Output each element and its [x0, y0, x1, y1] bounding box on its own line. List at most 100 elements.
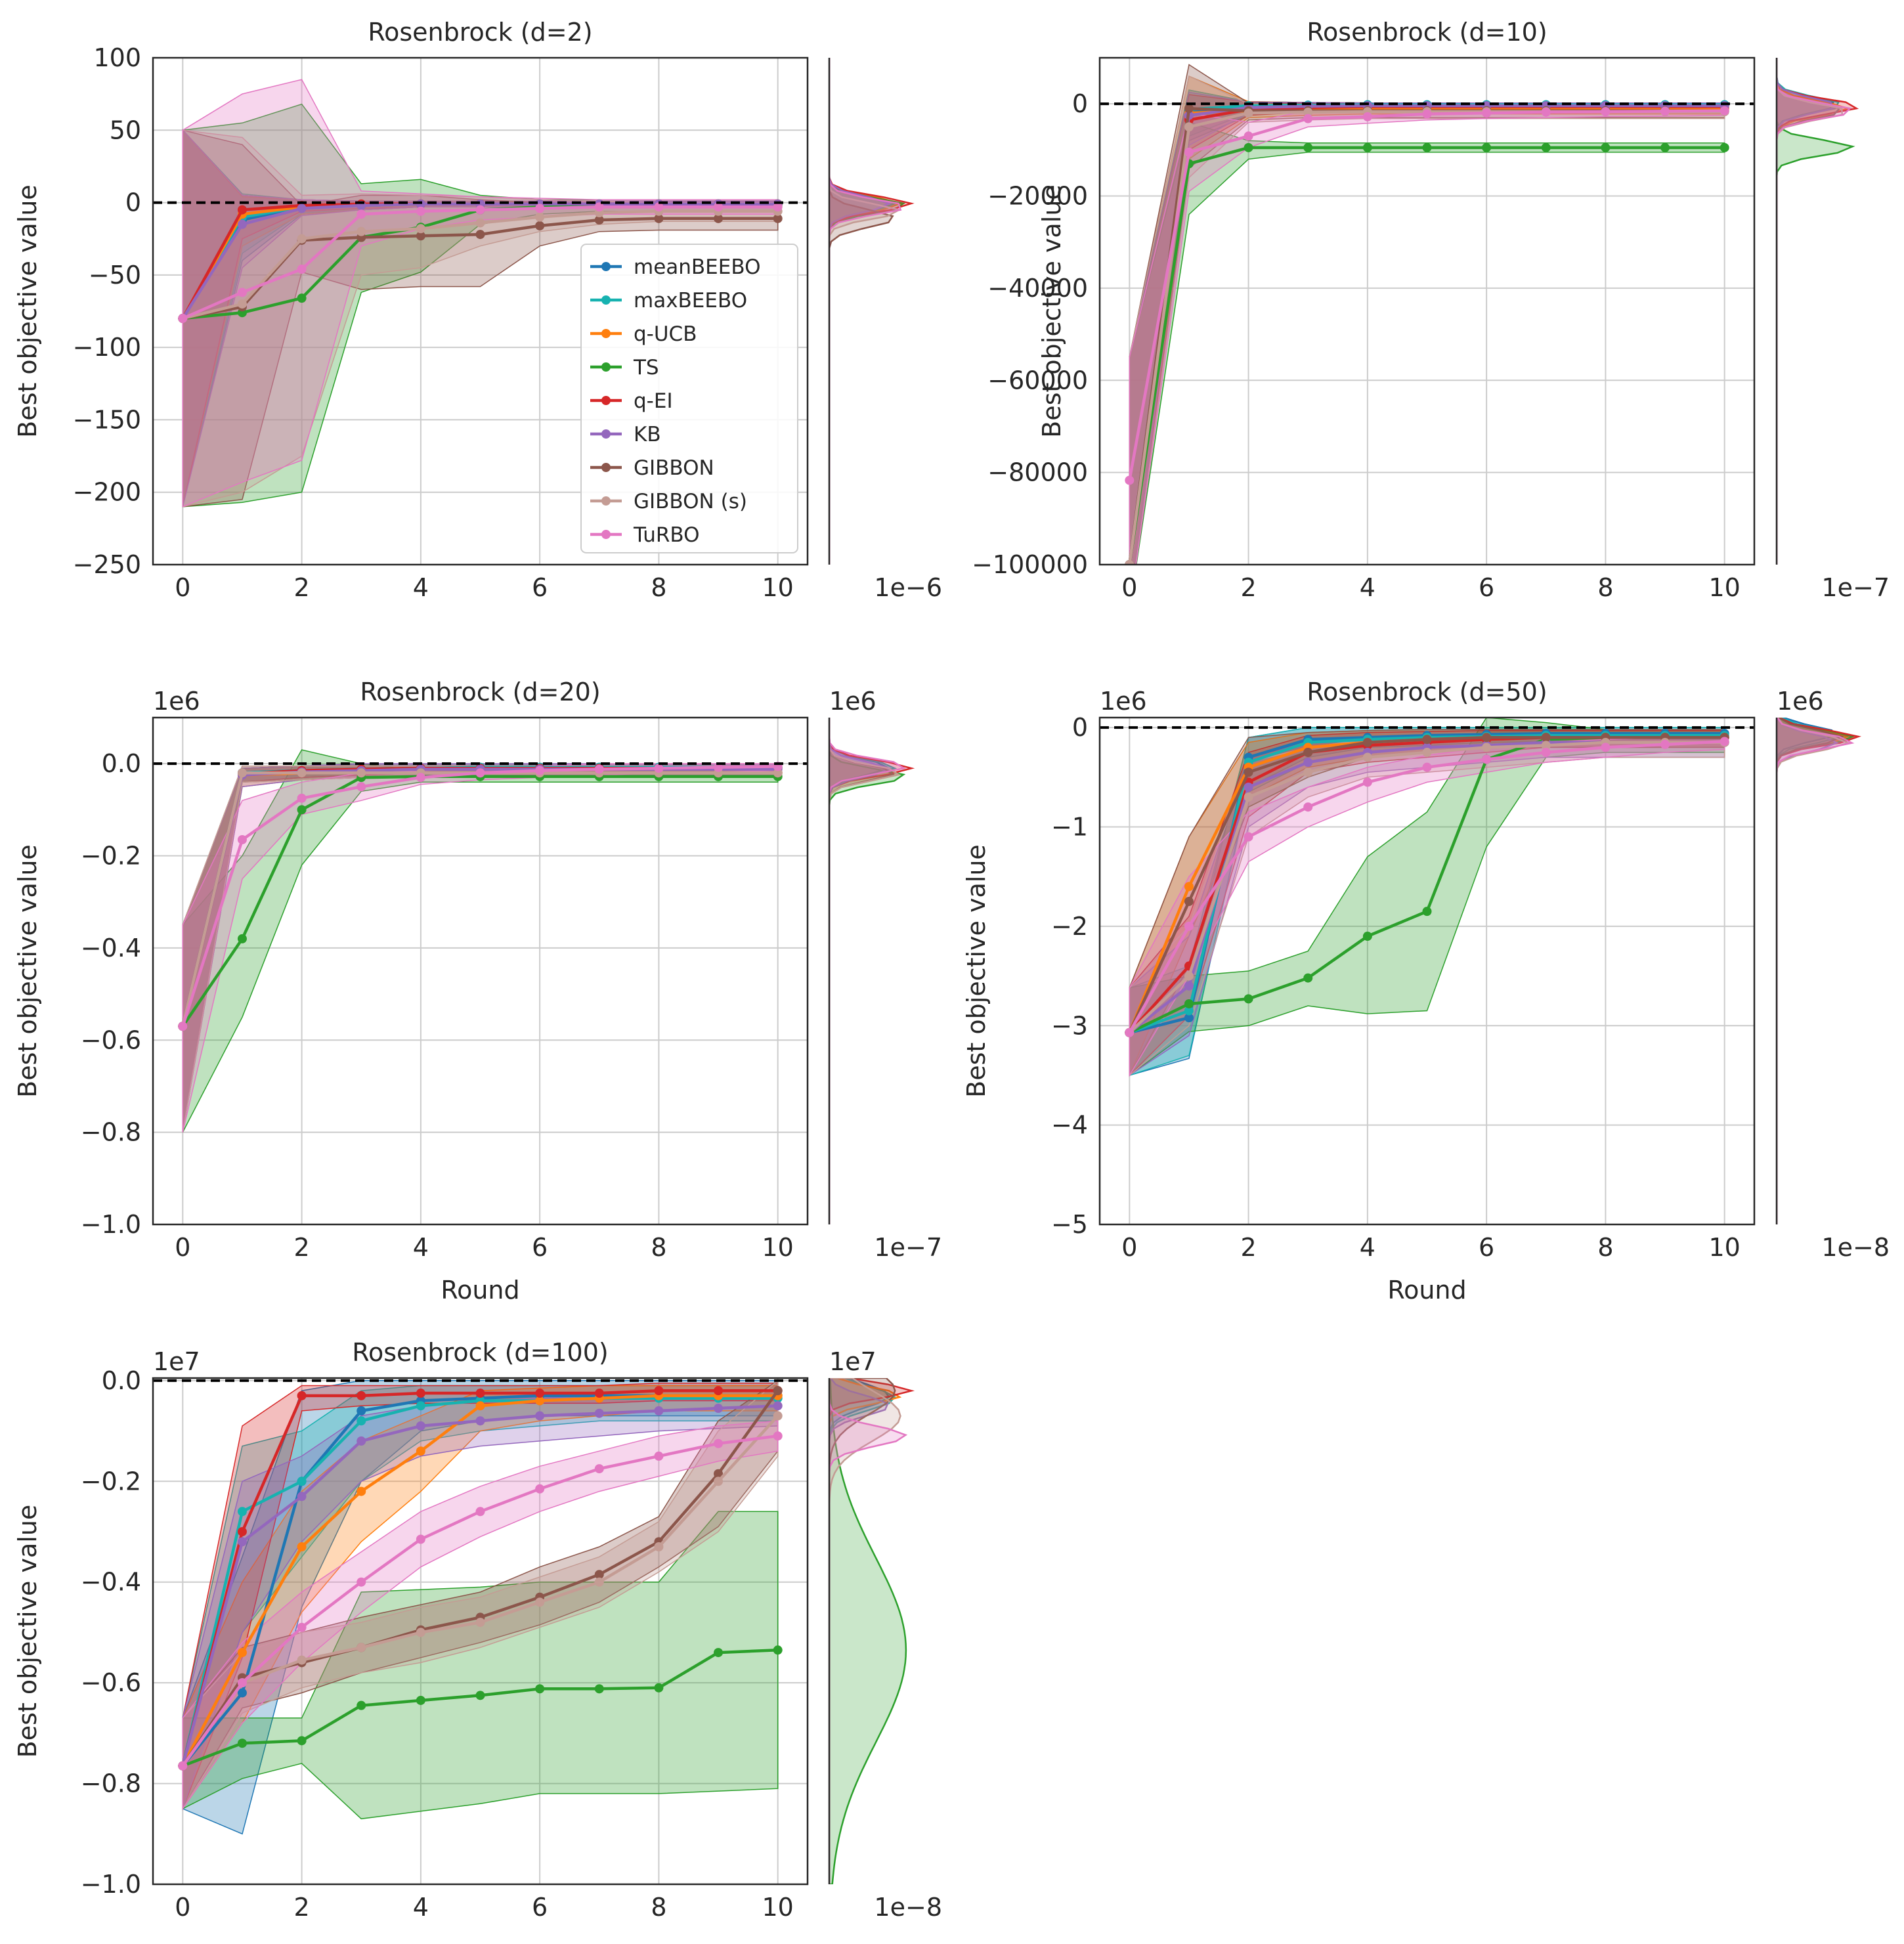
x-tick-label: 10 — [762, 573, 794, 602]
data-point-TuRBO — [357, 1577, 366, 1587]
data-point-TS — [1482, 142, 1492, 152]
data-point-TS — [237, 1739, 247, 1748]
legend-box — [580, 244, 798, 553]
y-tick-label: −40000 — [987, 274, 1088, 303]
chart-panel-4: 0 2 4 6 8 10 0.0 −0.2 −0.4 −0.6 −0.8 −1.0 Rosenbrock… — [13, 1338, 942, 1922]
x-axis-label: Round — [1387, 1276, 1466, 1305]
side-offset-bottom: 1e−8 — [1821, 1233, 1890, 1262]
data-point-TuRBO — [535, 1484, 545, 1494]
density-curve-TuRBO — [829, 718, 906, 1224]
chart-title: Rosenbrock (d=100) — [352, 1338, 608, 1367]
data-point-GIBBON — [773, 213, 783, 223]
legend-label: GIBBON (s) — [634, 490, 747, 513]
legend-swatch-marker — [601, 295, 611, 305]
side-distribution-panel: 1e−6 — [828, 58, 942, 602]
x-tick-label: 6 — [1479, 1233, 1494, 1262]
data-point-KB — [237, 219, 247, 229]
data-point-KB — [475, 1416, 485, 1426]
x-tick-label: 2 — [293, 573, 309, 602]
density-curve-meanBEEBO — [1777, 58, 1835, 565]
plot-area — [153, 1379, 808, 1835]
data-point-TS — [475, 1691, 485, 1700]
x-tick-label: 10 — [1709, 573, 1741, 602]
y-tick-label: −0.4 — [81, 1568, 141, 1597]
data-point-GIBBON — [1422, 735, 1432, 745]
chart-title: Rosenbrock (d=2) — [368, 18, 592, 47]
data-point-q-EI — [297, 1391, 307, 1400]
chart-panel-2: 0 2 4 6 8 10 0.0 −0.2 −0.4 −0.6 −0.8 −1.0 Rosenbrock… — [13, 678, 942, 1305]
data-point-TS — [237, 934, 247, 943]
data-point-GIBBON (s) — [357, 1643, 366, 1652]
data-point-maxBEEBO — [416, 1401, 425, 1411]
data-point-GIBBON — [654, 213, 664, 223]
data-point-TS — [1303, 973, 1313, 983]
data-point-GIBBON (s) — [475, 218, 485, 228]
density-curve-TuRBO — [829, 1378, 908, 1884]
data-point-GIBBON — [475, 230, 485, 240]
x-tick-label: 0 — [1121, 1233, 1137, 1262]
data-point-q-UCB — [237, 1648, 247, 1658]
data-point-GIBBON — [535, 221, 545, 230]
data-point-TS — [1660, 142, 1670, 152]
axes-frame — [1098, 716, 1756, 1226]
y-tick-label: −0.2 — [81, 1467, 141, 1496]
data-point-TuRBO — [1184, 921, 1194, 931]
y-tick-label: −200 — [73, 478, 141, 507]
data-point-q-EI — [654, 1386, 664, 1396]
data-point-TS — [1362, 932, 1372, 941]
data-point-q-EI — [535, 1389, 545, 1398]
legend-swatch-marker — [601, 362, 611, 372]
x-tick-label: 0 — [1121, 573, 1137, 602]
data-point-GIBBON — [1482, 733, 1492, 743]
legend-label: KB — [634, 423, 661, 446]
data-point-TuRBO — [1541, 747, 1551, 757]
plot-area — [1100, 718, 1754, 1077]
data-point-q-EI — [475, 1389, 485, 1398]
y-axis-label: Best objective value — [1037, 184, 1066, 438]
data-point-KB — [714, 1404, 724, 1414]
legend-swatch-marker — [601, 496, 611, 506]
data-point-TuRBO — [714, 762, 724, 772]
data-point-TuRBO — [1601, 107, 1611, 117]
data-point-GIBBON (s) — [535, 212, 545, 222]
y-tick-label: −0.8 — [81, 1118, 141, 1147]
data-point-TuRBO — [475, 1507, 485, 1517]
y-tick-label: −50 — [89, 261, 141, 290]
data-point-KB — [1244, 782, 1253, 792]
data-point-TuRBO — [714, 202, 724, 212]
side-offset-bottom: 1e−7 — [874, 1233, 942, 1262]
data-point-GIBBON (s) — [773, 768, 783, 778]
x-tick-label: 4 — [413, 573, 429, 602]
data-point-TuRBO — [535, 766, 545, 775]
data-point-TS — [416, 1695, 425, 1705]
data-point-TuRBO — [594, 202, 604, 212]
data-point-GIBBON (s) — [416, 224, 425, 234]
chart-panel-0: 0 2 4 6 8 10 100 50 0 −50 −100 −150 −200 −250 Rosenbro… — [13, 18, 942, 602]
data-point-TuRBO — [654, 202, 664, 212]
chart-panel-3: 0 2 4 6 8 10 0 −1 −2 −3 −4 −5 Rosenbrock (d=50) 1e6 Be… — [962, 678, 1890, 1305]
data-point-TuRBO — [178, 1022, 188, 1031]
data-point-GIBBON (s) — [416, 1628, 425, 1637]
data-point-GIBBON (s) — [1184, 122, 1194, 132]
legend-swatch-marker — [601, 396, 611, 405]
y-tick-label: −0.8 — [81, 1769, 141, 1798]
x-tick-label: 10 — [1709, 1233, 1741, 1262]
y-tick-label: 50 — [110, 116, 141, 144]
y-tick-label: −0.6 — [81, 1668, 141, 1697]
data-point-GIBBON (s) — [297, 1655, 307, 1665]
data-point-TuRBO — [237, 1678, 247, 1688]
y-axis-label: Best objective value — [13, 844, 42, 1098]
data-point-TuRBO — [654, 1451, 664, 1461]
data-point-GIBBON (s) — [1244, 108, 1253, 118]
density-curve-TS — [1777, 58, 1855, 565]
legend-label: q-UCB — [634, 322, 697, 346]
legend-label: TS — [633, 356, 659, 379]
y-tick-label: 0 — [1072, 713, 1088, 742]
x-tick-label: 8 — [1597, 1233, 1613, 1262]
data-point-TuRBO — [357, 209, 366, 219]
data-point-GIBBON (s) — [1482, 743, 1492, 752]
data-point-TS — [1601, 142, 1611, 152]
y-tick-label: −1.0 — [81, 1870, 141, 1899]
data-point-GIBBON — [714, 213, 724, 223]
data-point-TS — [714, 1648, 724, 1658]
